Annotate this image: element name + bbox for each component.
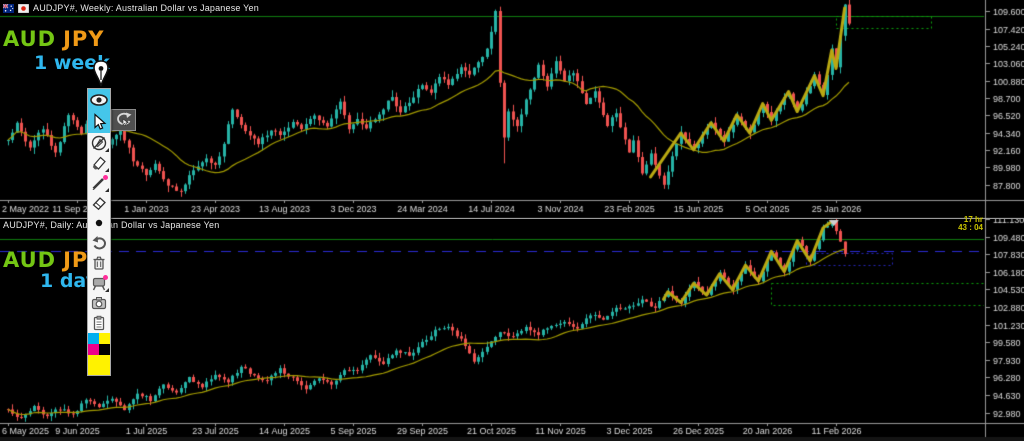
weekly-quote-currency: JPY [63, 27, 105, 51]
highlighter-icon [92, 156, 106, 170]
countdown-minutes-seconds: 43 : 04 [958, 223, 983, 232]
color-palette [88, 333, 110, 355]
daily-chart-canvas[interactable] [0, 219, 1024, 441]
tool-options-corner [105, 148, 109, 152]
weekly-base-currency: AUD [3, 27, 57, 51]
eraser-tool-button[interactable] [88, 193, 110, 213]
whiteboard-button[interactable] [88, 273, 110, 293]
candle-countdown-timer: 17 hr 43 : 04 [958, 216, 983, 232]
weekly-timeframe-label: 1 week [34, 52, 110, 74]
undo-button[interactable] [88, 233, 110, 253]
eraser-icon [92, 197, 106, 211]
camera-icon [91, 297, 107, 310]
active-color-swatch[interactable] [88, 355, 110, 375]
pen-disabled-icon [91, 135, 107, 151]
color-swatch-black[interactable] [99, 344, 110, 355]
clear-all-button[interactable] [88, 253, 110, 273]
tool-options-corner [105, 168, 109, 172]
australia-flag-icon [3, 3, 14, 13]
daily-chart-title: AUDJPY#, Daily: Australian Dollar vs Jap… [3, 220, 220, 230]
dot-size-button[interactable] [88, 213, 110, 233]
weekly-chart-titlebar: AUDJPY#, Weekly: Australian Dollar vs Ja… [3, 3, 259, 13]
clipboard-icon [93, 315, 105, 331]
toggle-visibility-button[interactable] [88, 89, 110, 111]
daily-chart-titlebar: AUDJPY#, Daily: Australian Dollar vs Jap… [3, 220, 219, 230]
countdown-hours: 17 hr [963, 215, 983, 224]
clipboard-button[interactable] [88, 313, 110, 333]
daily-base-currency: AUD [3, 248, 57, 272]
weekly-chart-title: AUDJPY#, Weekly: Australian Dollar vs Ja… [33, 3, 259, 13]
whiteboard-color-dot [103, 275, 108, 280]
pen-tool-button[interactable] [88, 173, 110, 193]
eye-icon [90, 94, 108, 106]
color-swatch-yellow[interactable] [99, 333, 110, 344]
weekly-chart-canvas[interactable] [0, 0, 1024, 219]
rotate-arrow-icon [116, 112, 131, 127]
cursor-icon [94, 113, 107, 130]
rotate-tool-button[interactable] [111, 109, 136, 131]
draw-off-tool-button[interactable] [88, 133, 110, 153]
annotation-toolbar [87, 88, 111, 376]
trash-icon [93, 256, 105, 270]
color-swatch-magenta[interactable] [88, 344, 99, 355]
highlighter-tool-button[interactable] [88, 153, 110, 173]
color-swatch-cyan[interactable] [88, 333, 99, 344]
cursor-mode-button[interactable] [88, 111, 110, 133]
tool-options-corner [105, 288, 109, 292]
dot-icon [95, 219, 103, 227]
active-color-fill [88, 355, 110, 375]
pen-nib-icon[interactable] [90, 60, 112, 88]
whiteboard-icon [92, 277, 106, 291]
pen-color-dot [103, 175, 108, 180]
screenshot-button[interactable] [88, 293, 110, 313]
undo-arrow-icon [92, 236, 106, 250]
pen-icon [92, 178, 104, 190]
tool-options-corner [105, 188, 109, 192]
weekly-symbol-label: AUD JPY [3, 27, 105, 51]
daily-timeframe-label: 1 day [40, 270, 99, 292]
japan-flag-icon [18, 3, 29, 13]
